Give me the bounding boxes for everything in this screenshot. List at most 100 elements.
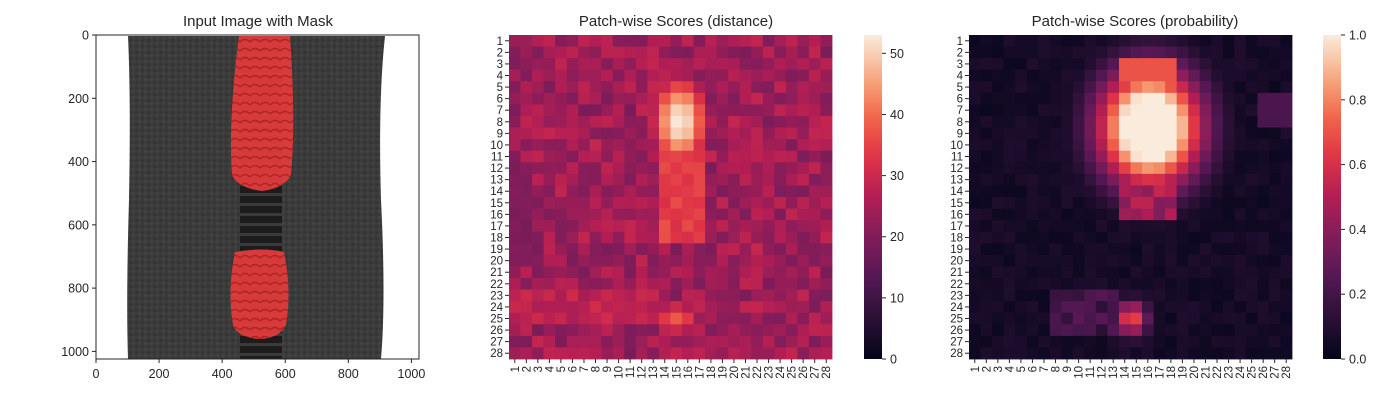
heatmap-cell xyxy=(797,58,810,71)
heatmap-cell xyxy=(578,335,591,348)
heatmap-cell xyxy=(1211,324,1224,337)
heatmap-cell xyxy=(808,312,821,325)
heatmap-cell xyxy=(1084,127,1097,140)
heatmap-cell xyxy=(1142,173,1154,186)
y-tick-label: 2 xyxy=(497,47,503,59)
heatmap-cell xyxy=(532,162,545,175)
x-tick-label: 21 xyxy=(740,366,752,379)
heatmap-cell xyxy=(555,104,568,117)
heatmap-cell xyxy=(1142,81,1154,94)
heatmap-cell xyxy=(670,104,683,117)
heatmap-cell xyxy=(578,312,591,325)
heatmap-cell xyxy=(808,220,821,233)
heatmap-cell xyxy=(1142,335,1154,348)
heatmap-cell xyxy=(624,139,637,152)
heatmap-cell xyxy=(1268,208,1281,221)
heatmap-cell xyxy=(555,312,568,325)
colorbar-tick-label: 0 xyxy=(890,353,897,367)
heatmap-cell xyxy=(1038,173,1051,186)
heatmap-cell xyxy=(980,335,993,348)
heatmap-cell xyxy=(1176,81,1189,94)
heatmap-cell xyxy=(658,127,671,140)
heatmap-cell xyxy=(1026,127,1039,140)
heatmap-cell xyxy=(635,173,648,186)
heatmap-cell xyxy=(1142,139,1154,152)
heatmap-cell xyxy=(1188,301,1201,314)
heatmap-cell xyxy=(509,173,521,186)
heatmap-cell xyxy=(739,104,752,117)
heatmap-cell xyxy=(1084,35,1097,47)
heatmap-cell xyxy=(658,254,671,267)
heatmap-cell xyxy=(1257,185,1270,198)
heatmap-cell xyxy=(1199,197,1212,209)
heatmap-cell xyxy=(716,92,729,105)
heatmap-cell xyxy=(1049,220,1062,233)
heatmap-cell xyxy=(566,289,579,302)
heatmap-cell xyxy=(728,35,741,47)
heatmap-cell xyxy=(705,58,718,71)
heatmap-cell xyxy=(555,173,568,186)
y-tick-label: 27 xyxy=(950,337,963,349)
heatmap-cell xyxy=(1176,185,1189,198)
heatmap-cell xyxy=(543,150,556,163)
heatmap-cell xyxy=(566,278,579,290)
heatmap-cell xyxy=(589,335,602,348)
y-tick-label: 12 xyxy=(490,163,503,175)
heatmap-cell xyxy=(797,139,810,152)
heatmap-cell xyxy=(797,324,810,337)
heatmap-cell xyxy=(543,278,556,290)
heatmap-cell xyxy=(1061,208,1074,221)
heatmap-cell xyxy=(1130,266,1143,279)
heatmap-cell xyxy=(739,81,752,94)
heatmap-cell xyxy=(739,266,752,279)
heatmap-cell xyxy=(992,69,1005,82)
y-tick-label: 5 xyxy=(957,82,963,94)
heatmap-cell xyxy=(693,116,706,128)
heatmap-cell xyxy=(969,162,981,175)
heatmap-cell xyxy=(670,324,683,337)
heatmap-cell xyxy=(728,46,741,59)
heatmap-cell xyxy=(647,243,660,256)
heatmap-cell xyxy=(1222,185,1235,198)
heatmap-cell xyxy=(1095,173,1108,186)
heatmap-cell xyxy=(1234,127,1247,140)
heatmap-cell xyxy=(705,220,718,233)
heatmap-cell xyxy=(1199,92,1212,105)
heatmap-cell xyxy=(520,139,533,152)
heatmap-cell xyxy=(980,35,993,47)
heatmap-cell xyxy=(1188,231,1201,244)
heatmap-cell xyxy=(808,139,821,152)
heatmap-cell xyxy=(578,69,591,82)
heatmap-cell xyxy=(1176,150,1189,163)
heatmap-cell xyxy=(658,266,671,279)
heatmap-cell xyxy=(785,35,798,47)
heatmap-cell xyxy=(601,139,614,152)
heatmap-cell xyxy=(1015,173,1028,186)
heatmap-cell xyxy=(969,35,981,47)
heatmap-cell xyxy=(774,81,787,94)
y-tick-label: 14 xyxy=(950,186,963,198)
heatmap-cell xyxy=(1257,173,1270,186)
heatmap-cell xyxy=(705,127,718,140)
heatmap-cell xyxy=(589,58,602,71)
heatmap-cell xyxy=(1118,127,1131,140)
heatmap-cell xyxy=(774,220,787,233)
heatmap-cell xyxy=(1003,220,1016,233)
heatmap-cell xyxy=(785,92,798,105)
heatmap-cell xyxy=(589,185,602,198)
heatmap-cell xyxy=(532,289,545,302)
heatmap-cell xyxy=(751,324,764,337)
heatmap-cell xyxy=(1142,231,1154,244)
heatmap-cell xyxy=(1245,335,1258,348)
heatmap-cell xyxy=(509,46,521,59)
heatmap-cell xyxy=(566,220,579,233)
y-tick-label: 23 xyxy=(490,290,503,302)
heatmap-cell xyxy=(1245,197,1258,209)
y-tick-label: 11 xyxy=(951,152,963,164)
heatmap-cell xyxy=(1038,220,1051,233)
heatmap-cell xyxy=(1130,254,1143,267)
heatmap-cell xyxy=(532,324,545,337)
x-tick-label: 17 xyxy=(694,366,706,379)
heatmap-cell xyxy=(751,347,764,360)
colorbar-tick-label: 0.4 xyxy=(1349,223,1366,237)
